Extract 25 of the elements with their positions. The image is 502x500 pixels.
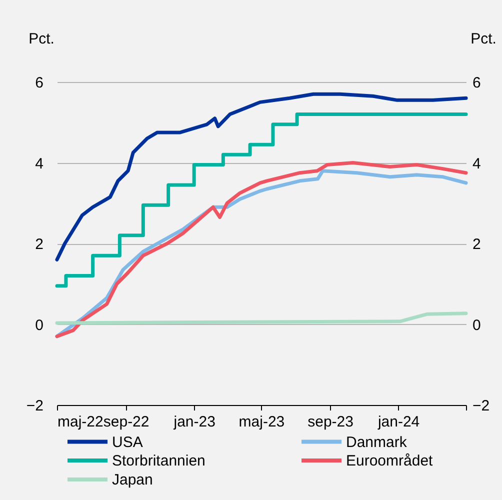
y2-axis-title: Pct. [470, 30, 496, 48]
y2-tick-label: 2 [472, 236, 481, 253]
y-tick-label: 2 [35, 236, 44, 253]
y-axis-title: Pct. [28, 30, 54, 48]
legend-label: Euroområdet [346, 452, 434, 470]
line-series [55, 92, 468, 262]
x-tick-label: sep-23 [308, 414, 354, 430]
x-tick-label: jan-24 [376, 414, 420, 430]
y2-tick-label: 0 [472, 316, 481, 334]
x-tick-label: jan-23 [172, 414, 216, 430]
x-tick-label: maj-23 [238, 414, 285, 430]
legend-label: Storbritannien [112, 452, 206, 470]
legend-label: Danmark [346, 434, 408, 451]
y2-tick-label: 6 [472, 74, 481, 92]
line-series [55, 312, 468, 325]
x-tick-label: maj-22 [58, 414, 104, 430]
y2-tick-label: 4 [472, 155, 481, 172]
y-tick-label: −2 [26, 398, 44, 414]
y-tick-label: 6 [35, 74, 44, 92]
legend-label: Japan [112, 472, 153, 488]
y-tick-label: 0 [35, 316, 44, 334]
legend-label: USA [112, 434, 143, 451]
y2-tick-label: −2 [472, 398, 490, 414]
y-tick-label: 4 [35, 155, 44, 172]
x-tick-label: sep-22 [103, 414, 150, 430]
